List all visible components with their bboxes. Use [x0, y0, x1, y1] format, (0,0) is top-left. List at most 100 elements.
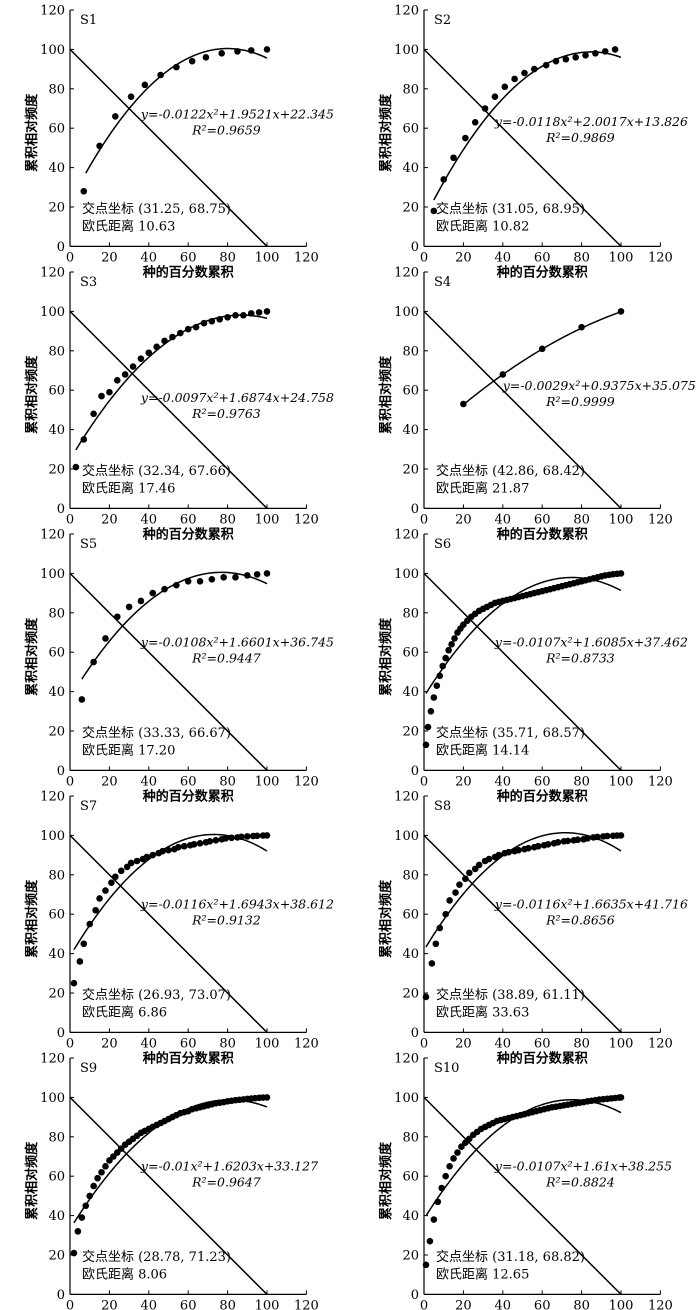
reference-line: [423, 1096, 622, 1295]
y-tick-label: 40: [402, 1209, 419, 1224]
y-axis-label: 累积相对频度: [378, 879, 394, 958]
panel-label: S9: [80, 1061, 97, 1076]
data-point: [161, 337, 168, 345]
y-tick-label: 20: [402, 1249, 419, 1264]
data-point: [521, 69, 528, 77]
panel-label: S5: [80, 537, 97, 552]
data-point: [450, 154, 457, 162]
data-point: [451, 635, 458, 642]
data-point: [450, 1155, 457, 1162]
data-point: [501, 83, 509, 91]
data-point: [220, 574, 227, 581]
distance-annotation: 欧氏距离 10.82: [436, 219, 529, 235]
data-point: [244, 572, 251, 579]
y-axis-label: 累积相对频度: [24, 93, 40, 172]
data-point: [460, 400, 467, 408]
data-point: [448, 641, 455, 648]
reference-line: [423, 48, 622, 247]
distance-annotation: 欧氏距离 10.63: [82, 219, 175, 235]
data-point: [552, 57, 560, 65]
intersection-annotation: 交点坐标 (31.25, 68.75): [82, 201, 231, 217]
data-point: [72, 463, 80, 471]
data-point: [82, 1202, 90, 1210]
data-point: [422, 741, 430, 749]
x-tick-label: 60: [534, 774, 551, 789]
reference-line: [423, 834, 622, 1033]
data-point: [263, 46, 271, 53]
data-point: [78, 696, 86, 703]
data-point: [106, 388, 113, 396]
distance-annotation: 欧氏距离 17.46: [82, 481, 175, 497]
data-point: [234, 48, 241, 55]
y-tick-label: 40: [48, 423, 65, 438]
y-axis-label: 累积相对频度: [24, 879, 40, 958]
x-axis-label: 种的百分数累积: [496, 526, 588, 542]
data-point: [592, 50, 599, 57]
data-point: [574, 836, 581, 844]
x-tick-label: 80: [219, 250, 236, 265]
reference-line: [69, 48, 268, 247]
r-squared: R²=0.9999: [545, 394, 615, 409]
panel-label: S6: [434, 537, 451, 552]
x-tick-label: 100: [255, 1036, 280, 1051]
data-point: [601, 48, 609, 55]
y-tick-label: 100: [394, 305, 419, 320]
data-point: [173, 63, 180, 71]
data-point: [495, 851, 503, 859]
fit-equation: y=-0.0108x²+1.6601x+36.745: [140, 634, 334, 649]
distance-annotation: 欧氏距离 21.87: [436, 481, 529, 497]
data-point: [584, 835, 591, 842]
data-point: [452, 889, 459, 896]
data-point: [180, 842, 188, 850]
data-point: [515, 846, 522, 854]
y-tick-label: 0: [57, 1026, 65, 1041]
y-tick-label: 0: [57, 1288, 65, 1303]
y-tick-label: 80: [48, 82, 65, 97]
y-axis-label: 累积相对频度: [378, 93, 394, 172]
r-squared: R²=0.8824: [545, 1174, 615, 1189]
y-axis-label: 累积相对频度: [24, 1141, 40, 1220]
x-tick-label: 20: [101, 250, 118, 265]
data-point: [422, 1261, 430, 1269]
x-tick-label: 80: [219, 512, 236, 527]
data-point: [253, 832, 261, 840]
panel-label: S10: [434, 1061, 459, 1076]
y-tick-label: 40: [48, 1209, 65, 1224]
data-point: [238, 833, 245, 841]
x-tick-label: 0: [420, 250, 428, 265]
y-tick-label: 0: [57, 502, 65, 517]
data-point: [78, 1214, 86, 1221]
data-point: [108, 879, 115, 886]
distance-annotation: 欧氏距离 33.63: [436, 1005, 529, 1021]
x-tick-label: 20: [455, 1298, 472, 1310]
data-point: [133, 857, 141, 865]
data-point: [112, 873, 119, 881]
y-tick-label: 0: [57, 764, 65, 779]
data-point: [80, 940, 88, 948]
x-tick-label: 0: [420, 1036, 428, 1051]
r-squared: R²=0.9647: [191, 1174, 261, 1189]
x-tick-label: 80: [219, 1298, 236, 1310]
y-tick-label: 100: [40, 829, 65, 844]
data-point: [70, 979, 78, 987]
x-tick-label: 60: [180, 1036, 197, 1051]
y-tick-label: 60: [48, 646, 65, 661]
y-tick-label: 120: [394, 528, 419, 543]
fit-equation: y=-0.0122x²+1.9521x+22.345: [140, 106, 334, 121]
x-tick-label: 100: [609, 1298, 634, 1310]
x-tick-label: 80: [573, 250, 590, 265]
intersection-annotation: 交点坐标 (31.05, 68.95): [436, 201, 585, 217]
data-point: [446, 1163, 453, 1170]
x-tick-label: 20: [101, 1036, 118, 1051]
r-squared: R²=0.9132: [191, 912, 261, 927]
y-tick-label: 80: [402, 868, 419, 883]
x-tick-label: 40: [495, 1036, 512, 1051]
data-point: [141, 81, 149, 89]
data-point: [90, 1182, 97, 1190]
data-point: [564, 837, 572, 845]
y-tick-label: 40: [402, 161, 419, 176]
